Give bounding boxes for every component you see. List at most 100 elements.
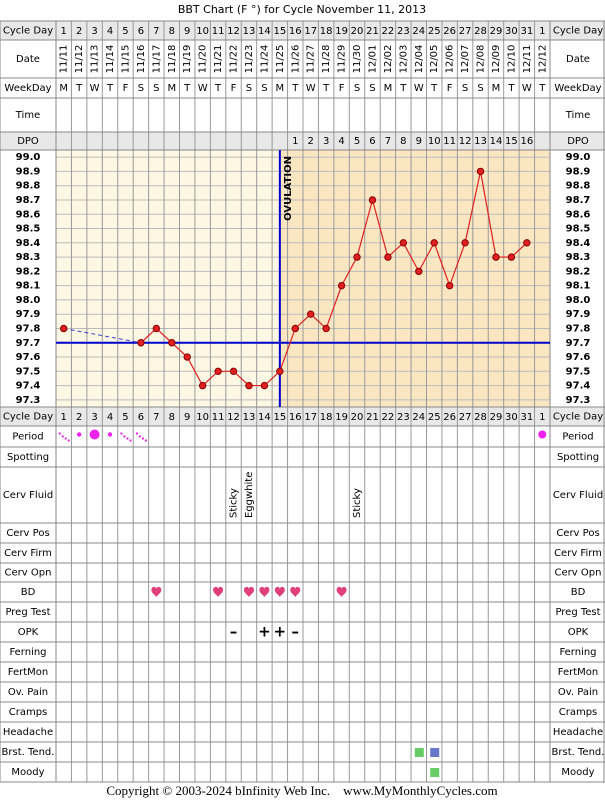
date-label: 11/15 — [120, 45, 131, 74]
row-label: Moody — [561, 767, 594, 778]
y-tick-label: 97.7 — [16, 338, 41, 349]
dpo: 10 — [428, 136, 441, 147]
date-label: 11/13 — [90, 45, 101, 74]
row-label: BD — [571, 587, 586, 598]
y-tick-label: 98.0 — [16, 295, 41, 306]
y-tick-label: 98.9 — [566, 166, 591, 177]
dpo: 16 — [520, 136, 533, 147]
weekday: F — [339, 83, 345, 94]
dpo: 3 — [323, 136, 329, 147]
row-label: Cerv Opn — [5, 568, 52, 579]
cycle-day: 21 — [366, 26, 379, 37]
opk: – — [292, 623, 300, 641]
row-label: Period — [562, 432, 593, 443]
cycle-day: 8 — [169, 26, 175, 37]
row-label: Cerv Firm — [4, 548, 52, 559]
temperature-point — [492, 253, 500, 261]
y-tick-label: 97.5 — [16, 366, 41, 377]
y-tick-label: 98.2 — [566, 266, 591, 277]
y-tick-label: 98.4 — [566, 238, 591, 249]
cycle-day: 23 — [397, 26, 410, 37]
row-label: Spotting — [557, 452, 599, 463]
dpo: 13 — [474, 136, 487, 147]
row-label: OPK — [18, 627, 39, 638]
temperature-point — [322, 324, 330, 333]
y-tick-label: 98.0 — [566, 295, 591, 306]
row-label: Brst. Tend. — [552, 747, 605, 758]
bd-heart — [243, 586, 254, 597]
cycle-day: 24 — [412, 412, 425, 423]
bd-heart — [213, 586, 224, 597]
temperature-point — [337, 281, 346, 290]
temperature-point — [307, 310, 315, 318]
cycle-day: 15 — [273, 412, 286, 423]
date-label: 12/03 — [398, 45, 409, 74]
period-dot — [123, 435, 126, 438]
date-label: 11/18 — [167, 45, 178, 74]
date-label: 11/11 — [59, 45, 70, 74]
row-label: Period — [12, 432, 43, 443]
weekday: M — [167, 83, 176, 94]
weekday: T — [507, 83, 515, 94]
row-label: WeekDay — [554, 83, 601, 94]
cycle-day: 28 — [474, 26, 487, 37]
row-label: Spotting — [7, 452, 49, 463]
opk: + — [258, 623, 271, 641]
dpo: 15 — [505, 136, 518, 147]
row-label: Cerv Fluid — [3, 490, 53, 501]
cycle-day: 25 — [428, 412, 441, 423]
weekday: S — [462, 83, 468, 94]
period-dot — [67, 439, 70, 442]
weekday: S — [369, 83, 375, 94]
temperature-point — [245, 381, 253, 390]
y-tick-label: 98.7 — [16, 195, 41, 206]
cycle-day: 7 — [153, 26, 159, 37]
weekday: S — [261, 83, 267, 94]
cycle-day: 18 — [320, 412, 333, 423]
row-label: Preg Test — [5, 607, 50, 618]
y-tick-label: 98.8 — [16, 181, 41, 192]
cycle-day: 10 — [196, 412, 209, 423]
dpo: 4 — [338, 136, 344, 147]
cycle-day: 1 — [539, 26, 545, 37]
y-tick-label: 98.1 — [16, 281, 41, 292]
row-label: Date — [16, 54, 40, 65]
row-label: Cerv Pos — [556, 528, 599, 539]
temperature-point — [353, 253, 361, 261]
period-dot — [138, 435, 142, 438]
weekday: W — [306, 83, 316, 94]
date-label: 11/23 — [244, 45, 255, 74]
weekday: T — [430, 83, 438, 94]
row-label: Cerv Opn — [555, 568, 602, 579]
y-tick-label: 97.4 — [16, 381, 41, 392]
date-label: 11/30 — [352, 45, 363, 74]
cycle-day: 12 — [227, 26, 240, 37]
y-tick-label: 97.8 — [16, 323, 41, 334]
period-dot — [129, 439, 132, 442]
dpo: 8 — [400, 136, 406, 147]
temperature-point — [445, 281, 454, 290]
dpo: 7 — [385, 136, 391, 147]
cycle-day: 5 — [122, 412, 128, 423]
cycle-day: 26 — [443, 26, 456, 37]
weekday: M — [384, 83, 393, 94]
y-tick-label: 98.3 — [16, 252, 41, 263]
y-tick-label: 98.5 — [16, 224, 41, 235]
temperature-point — [461, 239, 469, 247]
row-label: Cycle Day — [3, 26, 53, 37]
bd-heart — [151, 586, 162, 597]
dpo: 5 — [354, 136, 360, 147]
bd-heart — [336, 586, 347, 597]
brst-tend-icon — [414, 748, 424, 757]
weekday: S — [477, 83, 483, 94]
gap-connector — [63, 327, 141, 344]
row-label: Cycle Day — [553, 26, 603, 37]
pre-ovulation-bg — [56, 150, 280, 407]
weekday: F — [123, 83, 129, 94]
weekday: M — [276, 83, 285, 94]
temperature-point — [507, 253, 516, 261]
row-label: OPK — [568, 627, 589, 638]
row-label: Time — [15, 110, 40, 121]
weekday: S — [153, 83, 159, 94]
date-label: 12/08 — [476, 45, 487, 74]
